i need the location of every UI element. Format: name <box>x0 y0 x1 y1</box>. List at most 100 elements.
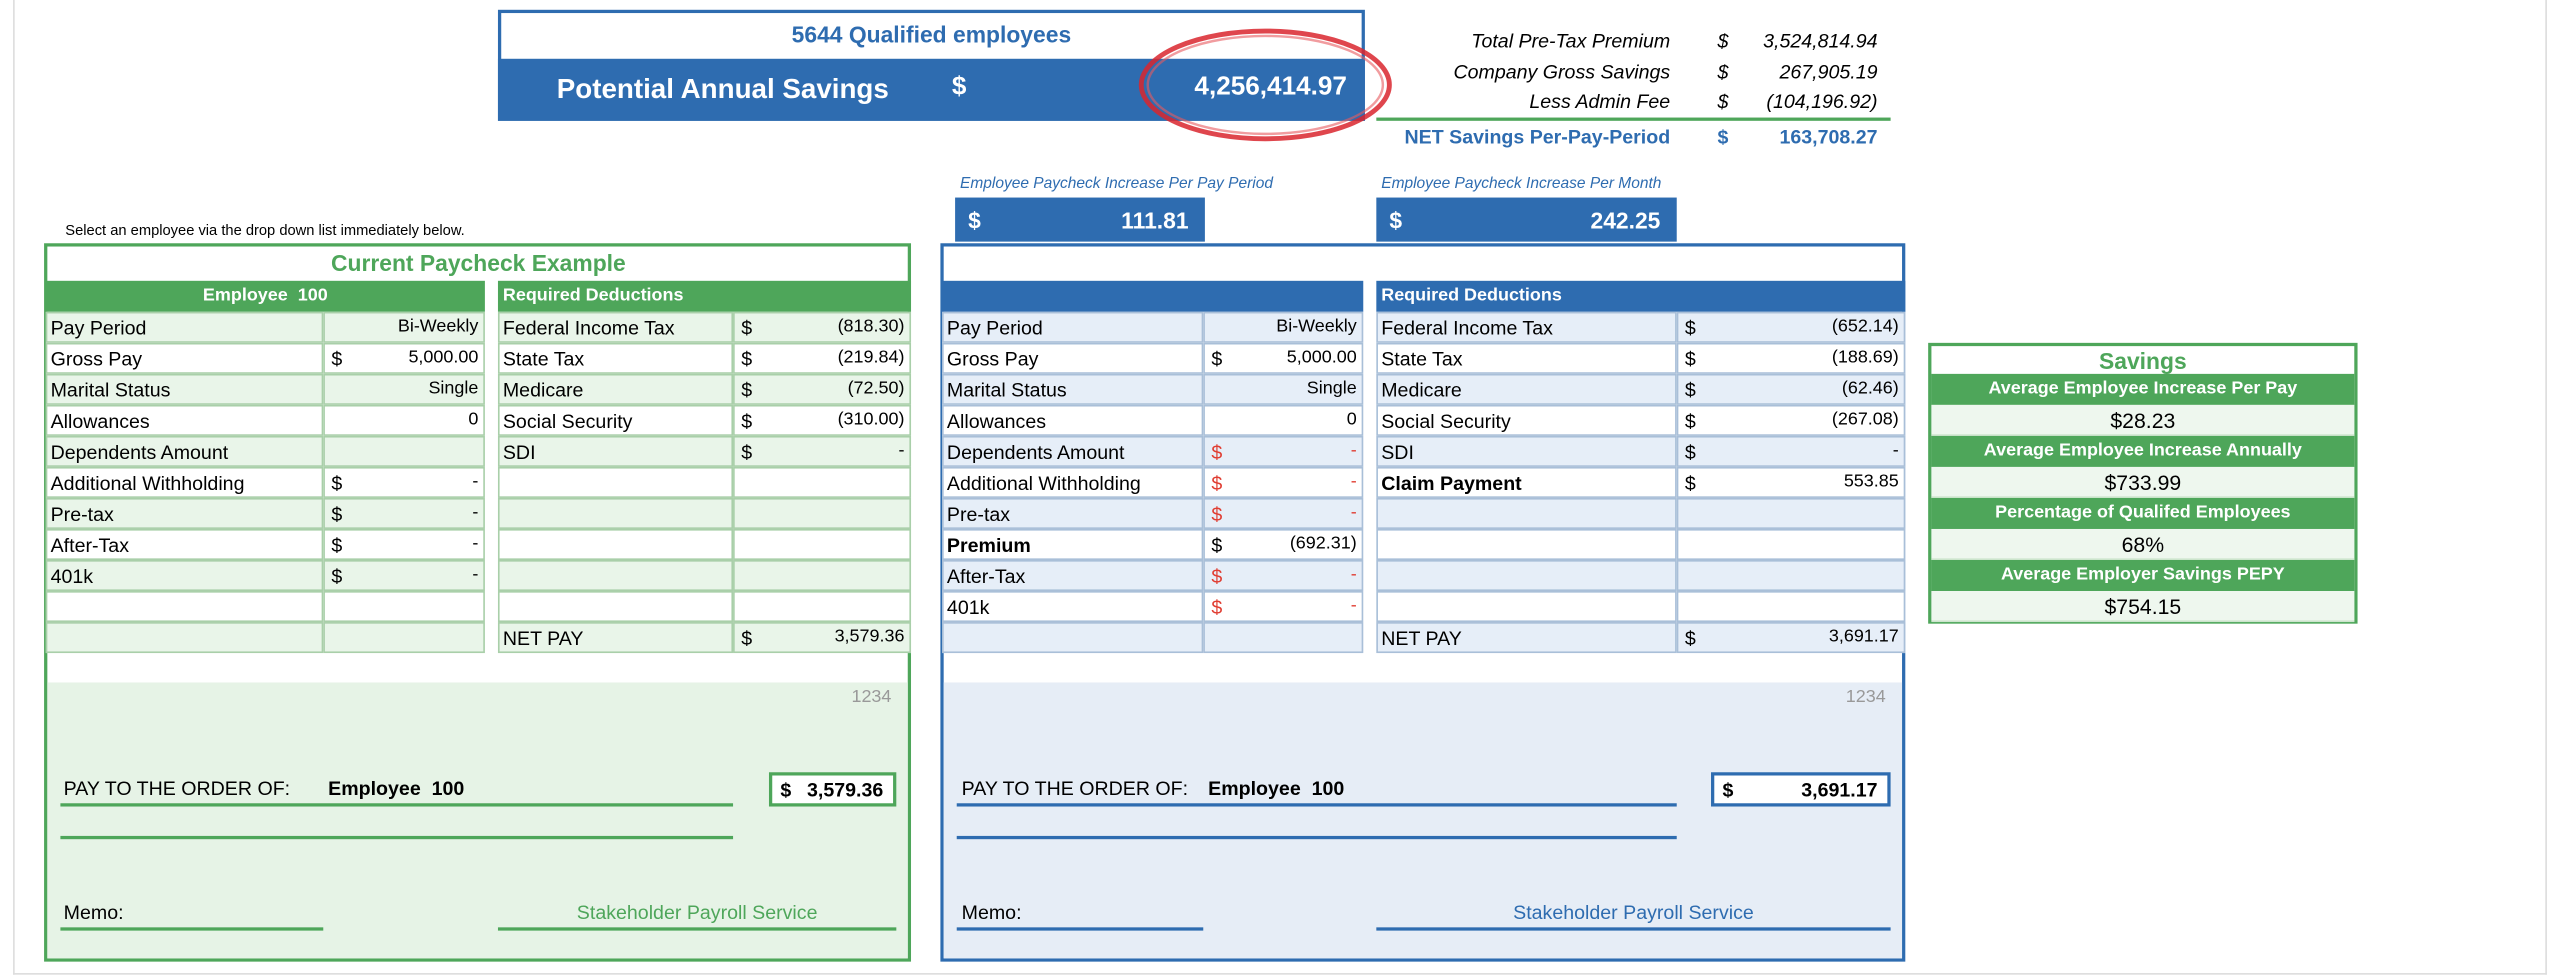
payee: Employee 100 <box>1208 777 1345 800</box>
check <box>47 682 908 959</box>
cell <box>1676 435 1906 467</box>
savings-label-row <box>1931 559 2355 592</box>
cell <box>1203 591 1364 623</box>
cell <box>942 497 1204 529</box>
row-currency: $ <box>1211 533 1223 557</box>
cell <box>1203 559 1364 592</box>
ellipse-stroke <box>1138 28 1392 142</box>
row-currency: $ <box>1211 347 1223 371</box>
cell <box>733 591 912 623</box>
row-value: Bi-Weekly <box>397 316 479 337</box>
cell <box>1376 622 1677 654</box>
row-label: Gross Pay <box>946 347 1039 371</box>
row-label: Federal Income Tax <box>1381 316 1553 340</box>
employee-select[interactable]: Employee 100 <box>202 285 328 306</box>
row-value: - <box>898 440 905 461</box>
row-label: State Tax <box>1381 347 1463 371</box>
savings-value-row <box>1931 466 2355 498</box>
cell <box>45 466 324 498</box>
cell <box>45 528 324 560</box>
row-value: Bi-Weekly <box>1276 316 1357 337</box>
cell <box>1676 497 1906 529</box>
row-value: (652.14) <box>1831 316 1899 337</box>
cell <box>942 404 1204 436</box>
row-label: NET PAY <box>1381 626 1462 650</box>
row-label: Additional Withholding <box>50 471 245 495</box>
row-value: - <box>1350 471 1357 492</box>
cell <box>497 373 734 405</box>
increase-value: 242.25 <box>1590 207 1661 234</box>
row-value: 3,579.36 <box>834 626 905 647</box>
cell <box>323 528 485 560</box>
savings-value: 4,256,414.97 <box>1194 73 1347 102</box>
cell <box>1203 342 1364 374</box>
cell <box>497 435 734 467</box>
row-currency: $ <box>1211 471 1223 495</box>
cell <box>1376 559 1677 592</box>
row-currency: $ <box>1684 471 1696 495</box>
check-line <box>60 835 734 839</box>
row-label: NET PAY <box>502 626 584 650</box>
summary-currency: $ <box>1717 29 1729 53</box>
increase-box <box>955 197 1205 242</box>
net-label: NET Savings Per-Pay-Period <box>1404 125 1671 149</box>
cell <box>733 622 912 654</box>
row-label: Premium <box>946 533 1031 557</box>
cell <box>1203 373 1364 405</box>
summary-value: 267,905.19 <box>1779 59 1878 83</box>
cell <box>1676 591 1906 623</box>
employees-title: 5644 Qualified employees <box>791 21 1072 48</box>
row-label: Federal Income Tax <box>502 316 675 340</box>
header-row <box>45 280 485 312</box>
row-label: Allowances <box>946 409 1047 433</box>
row-currency: $ <box>1211 564 1223 588</box>
row-label: Claim Payment <box>1381 471 1522 495</box>
cell <box>1676 404 1906 436</box>
savings-label-row <box>1931 435 2355 467</box>
cell <box>1203 497 1364 529</box>
row-value: 5,000.00 <box>408 347 479 368</box>
row-value: - <box>1892 440 1899 461</box>
cell <box>323 311 485 343</box>
row-currency: $ <box>1684 378 1696 402</box>
savings-label: Potential Annual Savings <box>556 73 889 105</box>
instruction: Select an employee via the drop down lis… <box>65 222 465 239</box>
cell <box>497 622 734 654</box>
cell <box>497 466 734 498</box>
check-line <box>956 835 1677 839</box>
cell <box>1676 622 1906 654</box>
row-currency: $ <box>741 409 753 433</box>
cell <box>497 311 734 343</box>
row-label: 401k <box>946 595 990 619</box>
row-value: 3,691.17 <box>1828 626 1899 647</box>
cell <box>942 311 1204 343</box>
row-label: Dependents Amount <box>946 440 1125 464</box>
row-value: (72.50) <box>847 378 905 399</box>
signature-line <box>1376 927 1891 930</box>
cell <box>942 591 1204 623</box>
amount-currency: $ <box>1722 778 1734 802</box>
row-value: - <box>472 471 479 492</box>
row-currency: $ <box>1684 347 1696 371</box>
row-label: Additional Withholding <box>946 471 1141 495</box>
cell <box>942 435 1204 467</box>
row-currency: $ <box>1211 595 1223 619</box>
cell <box>45 373 324 405</box>
increase-currency: $ <box>968 207 981 234</box>
cell <box>733 497 912 529</box>
cell <box>323 373 485 405</box>
cell <box>1376 591 1677 623</box>
summary-currency: $ <box>1717 59 1729 83</box>
memo-label: Memo: <box>63 901 124 925</box>
summary-value: (104,196.92) <box>1766 89 1878 113</box>
increase-label: Employee Paycheck Increase Per Pay Perio… <box>959 174 1273 193</box>
check-number: 1234 <box>1845 687 1886 707</box>
cell <box>1376 497 1677 529</box>
row-label: Social Security <box>502 409 633 433</box>
cell <box>942 466 1204 498</box>
row-currency: $ <box>741 316 753 340</box>
cell <box>1676 466 1906 498</box>
pay-to-label: PAY TO THE ORDER OF: <box>961 777 1189 800</box>
cell <box>942 373 1204 405</box>
row-currency: $ <box>741 378 753 402</box>
